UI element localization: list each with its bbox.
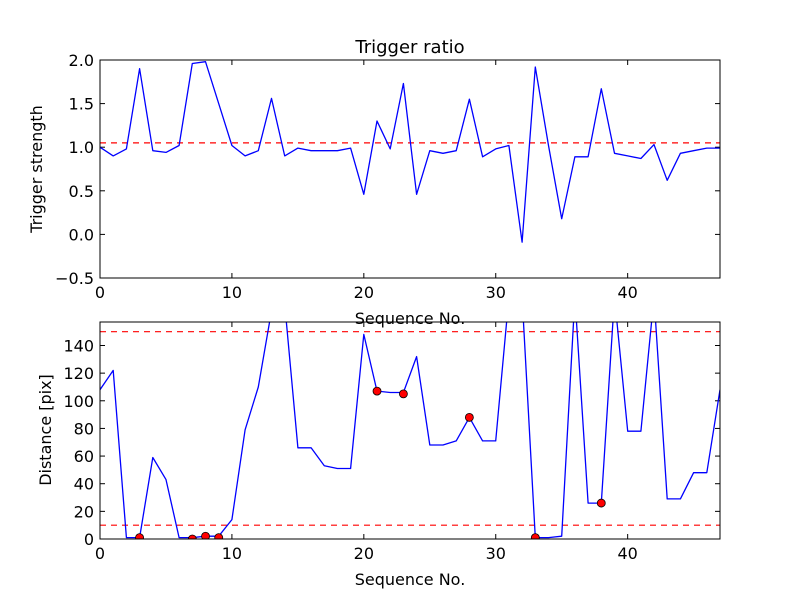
x-tick-label: 40: [617, 544, 637, 563]
y-tick-label: 140: [63, 336, 94, 355]
data-marker: [596, 498, 606, 508]
x-tick-label: 20: [354, 544, 374, 563]
y-tick-label: 1.0: [69, 138, 94, 157]
tick-layer: 0 10 20 30 40 −0.5 0.0 0.5 1.0 1.5 2.0: [55, 51, 720, 302]
threshold-layer: [100, 331, 720, 526]
tick-layer: 0 10 20 30 40 0 20 40 60 80 100 120 140: [63, 322, 720, 563]
y-tick-label: 60: [74, 447, 94, 466]
y-tick-label: 0: [84, 530, 94, 549]
plot-frame: [99, 59, 721, 279]
distance-panel: 0 10 20 30 40 0 20 40 60 80 100 120 140 Distance [pi…: [36, 321, 721, 589]
data-marker: [187, 534, 197, 539]
y-tick-label: 1.5: [69, 95, 94, 114]
y-tick-label: 2.0: [69, 51, 94, 70]
series-line: [100, 61, 720, 243]
x-tick-label: 0: [95, 544, 105, 563]
x-tick-label: 40: [617, 283, 637, 302]
y-axis-label: Trigger strength: [27, 105, 46, 234]
y-tick-label: 40: [74, 475, 94, 494]
marker-layer: [135, 386, 606, 539]
data-marker: [214, 533, 224, 539]
y-tick-label: 120: [63, 364, 94, 383]
data-marker: [399, 389, 408, 399]
y-tick-label: 0.5: [69, 182, 94, 201]
data-marker: [372, 386, 382, 396]
data-marker: [530, 533, 540, 539]
series-layer: [100, 61, 720, 243]
x-tick-label: 20: [354, 283, 374, 302]
data-marker: [135, 533, 144, 539]
x-tick-label: 0: [95, 283, 105, 302]
plot-frame: [99, 321, 721, 540]
y-tick-label: 0.0: [69, 225, 94, 244]
x-axis-label: Sequence No.: [355, 570, 466, 589]
y-tick-label: −0.5: [55, 269, 94, 288]
y-tick-label: 20: [74, 502, 94, 521]
y-tick-label: 100: [63, 392, 94, 411]
data-marker: [201, 531, 210, 539]
x-tick-label: 30: [486, 544, 506, 563]
chart-title: Trigger ratio: [354, 37, 464, 58]
x-axis-label: Sequence No.: [355, 309, 466, 328]
trigger-ratio-panel: Trigger ratio 0 10 20 30 40 −0.5 0.0 0.5 1.0 1.5 2…: [27, 37, 721, 328]
x-tick-label: 10: [222, 544, 242, 563]
x-tick-label: 10: [222, 283, 242, 302]
x-tick-label: 30: [486, 283, 506, 302]
data-marker: [464, 412, 474, 422]
y-axis-label: Distance [pix]: [36, 374, 55, 486]
y-tick-label: 80: [74, 419, 94, 438]
